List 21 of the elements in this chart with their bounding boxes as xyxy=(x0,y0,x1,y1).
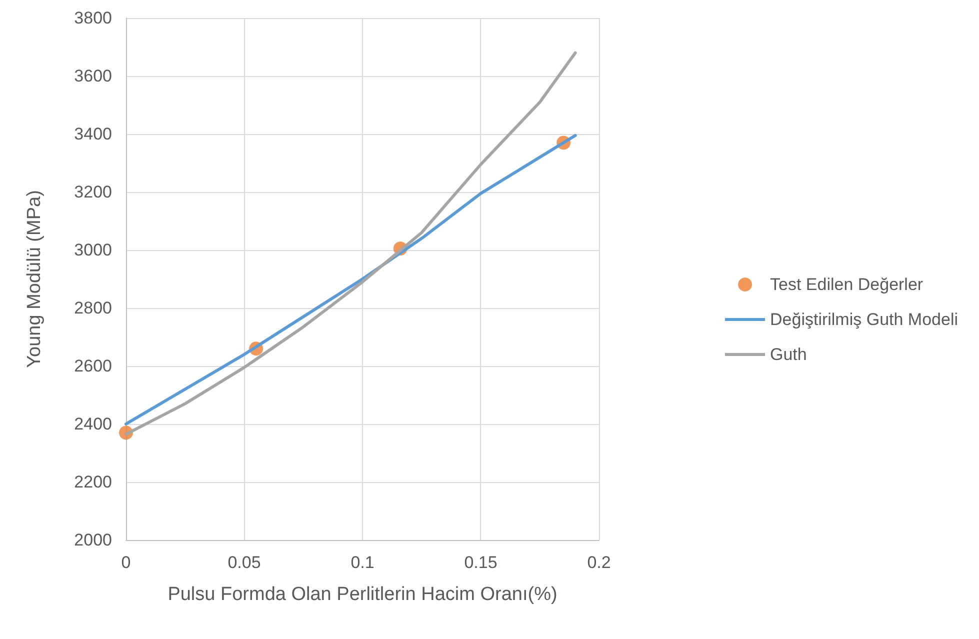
x-tick-label: 0.15 xyxy=(464,553,498,572)
y-tick-label: 3400 xyxy=(74,124,112,144)
legend-label: Değiştirilmiş Guth Modeli xyxy=(770,310,958,329)
x-tick-label: 0.05 xyxy=(228,553,261,572)
x-axis-title: Pulsu Formda Olan Perlitlerin Hacim Oranı(%) xyxy=(168,584,558,605)
y-tick-label: 2000 xyxy=(74,530,112,550)
y-tick-label: 2600 xyxy=(74,356,112,376)
x-tick-label: 0.1 xyxy=(350,553,374,572)
legend-label: Test Edilen Değerler xyxy=(770,275,924,294)
y-tick-label: 3600 xyxy=(74,66,112,86)
y-tick-label: 2800 xyxy=(74,298,112,318)
y-tick-label: 2400 xyxy=(74,414,112,434)
y-axis-title: Young Modülü (MPa) xyxy=(24,190,45,368)
y-tick-label: 3000 xyxy=(74,240,112,260)
x-tick-label: 0.2 xyxy=(587,553,611,572)
y-tick-label: 3200 xyxy=(74,182,112,202)
line-series xyxy=(124,134,577,426)
x-tick-label: 0 xyxy=(121,553,131,572)
y-tick-label: 3800 xyxy=(74,8,112,28)
y-tick-label: 2200 xyxy=(74,472,112,492)
legend-label: Guth xyxy=(770,345,807,364)
